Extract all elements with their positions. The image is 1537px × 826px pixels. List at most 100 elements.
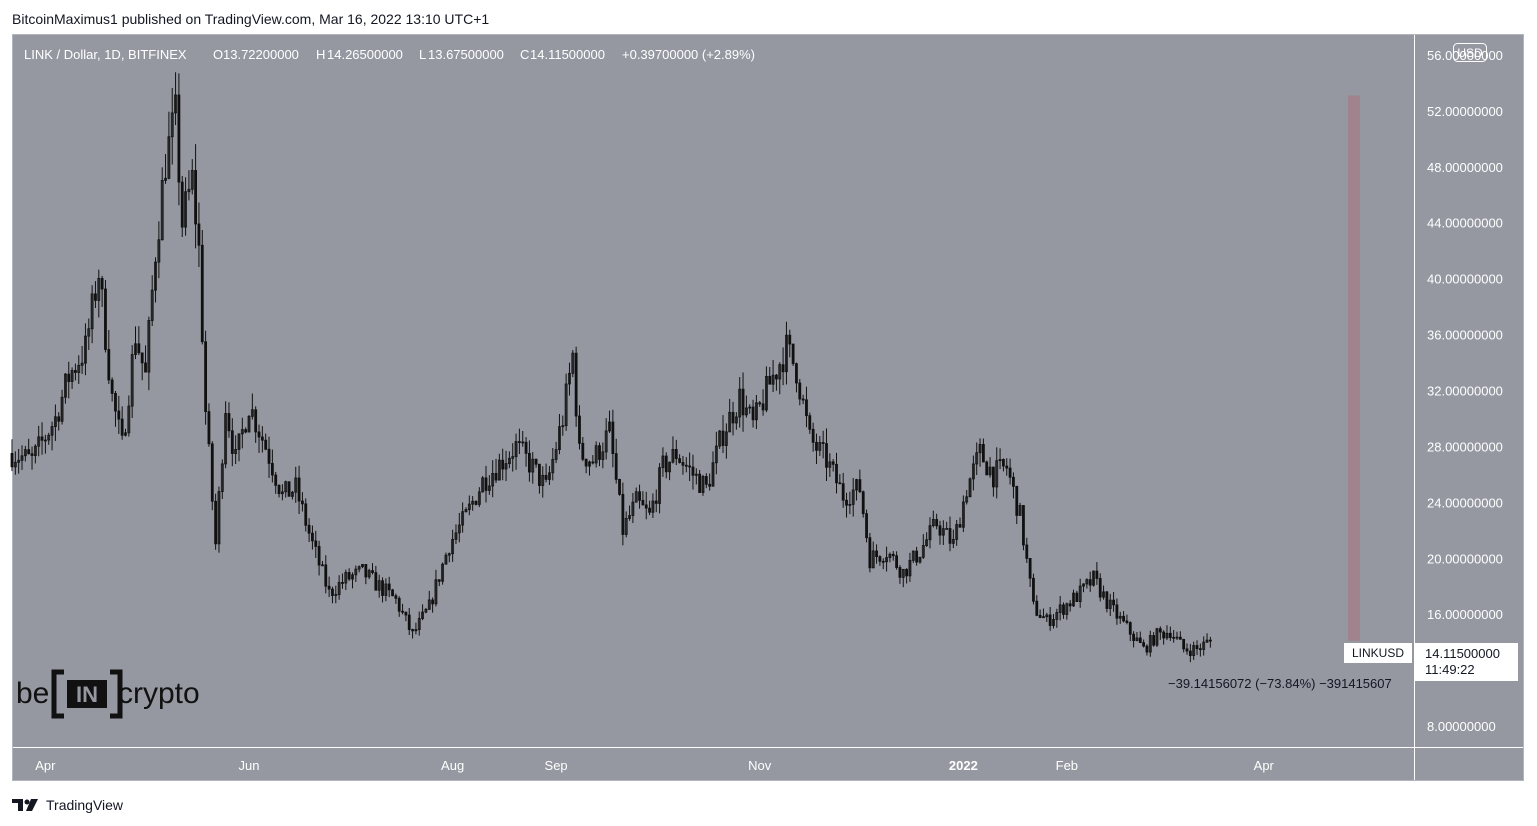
candle-body — [337, 582, 341, 595]
candle-body — [1188, 650, 1192, 656]
low-value: 13.67500000 — [428, 47, 504, 62]
publisher-line: BitcoinMaximus1 published on TradingView… — [12, 11, 490, 27]
candle-body — [47, 434, 51, 441]
time-tick-label: Apr — [35, 758, 56, 773]
candle-body — [247, 415, 251, 433]
price-axis-labels: 56.00000000 52.00000000 48.00000000 44.0000… — [1427, 48, 1503, 734]
candle-body — [671, 449, 675, 463]
close-label: C — [520, 47, 529, 62]
candle-body — [414, 629, 418, 632]
candle-body — [351, 574, 354, 580]
candle-body — [995, 460, 999, 488]
candle-body — [805, 399, 808, 417]
candle-body — [701, 476, 705, 493]
candle-body — [1202, 641, 1206, 650]
candle-body — [467, 503, 471, 510]
candle-body — [601, 451, 605, 460]
candle-body — [1035, 600, 1039, 616]
candle-body — [1098, 578, 1102, 598]
chart-pane[interactable] — [12, 34, 1414, 747]
candle-body — [1122, 615, 1125, 622]
candle-body — [574, 352, 578, 417]
candle-body — [267, 448, 271, 464]
candle-body — [504, 463, 508, 470]
candle-body — [698, 473, 702, 493]
candle-body — [501, 459, 505, 470]
watermark-in-box — [67, 680, 107, 708]
candle-body — [778, 364, 782, 380]
candle-body — [1015, 485, 1019, 516]
candle-body — [658, 467, 661, 504]
candle-body — [1208, 639, 1212, 642]
candle-body — [170, 112, 174, 138]
candle-body — [80, 362, 84, 366]
candle-body — [528, 452, 531, 473]
candle-body — [614, 453, 618, 480]
candle-body — [1028, 558, 1032, 579]
last-price-tag — [1415, 643, 1518, 681]
footer[interactable]: TradingView — [12, 794, 123, 816]
candle-body — [397, 597, 401, 612]
time-tick-label: 2022 — [949, 758, 978, 773]
candle-body — [317, 546, 321, 566]
candle-body — [331, 588, 334, 596]
candle-body — [1072, 592, 1075, 607]
candle-body — [721, 430, 725, 446]
candle-body — [931, 519, 935, 527]
candle-body — [795, 363, 798, 384]
candle-body — [955, 524, 959, 540]
candle-body — [808, 415, 812, 430]
candle-body — [1102, 591, 1105, 598]
price-tick-label: 24.00000000 — [1427, 495, 1503, 510]
candle-body — [124, 432, 127, 436]
candle-body — [477, 491, 481, 505]
candle-body — [70, 370, 74, 382]
candle-body — [280, 491, 284, 495]
candle-body — [704, 476, 708, 485]
candle-body — [110, 379, 114, 394]
candle-body — [220, 463, 224, 492]
candle-body — [631, 501, 635, 516]
candle-body — [451, 538, 455, 555]
candle-body — [978, 444, 982, 454]
candle-body — [718, 430, 722, 447]
candle-body — [1002, 459, 1005, 467]
candle-body — [324, 564, 328, 587]
candle-body — [875, 550, 878, 557]
price-axis[interactable] — [1414, 34, 1524, 747]
close-value: 14.11500000 — [530, 47, 605, 62]
time-tick-label: Jun — [239, 758, 260, 773]
candle-body — [43, 439, 47, 442]
watermark-suffix: crypto — [118, 677, 200, 710]
candle-body — [1038, 614, 1042, 618]
candle-body — [1065, 603, 1069, 615]
candle-body — [1115, 604, 1119, 619]
candle-body — [975, 452, 979, 465]
time-axis[interactable] — [12, 747, 1524, 781]
candle-body — [911, 550, 915, 561]
candle-body — [564, 383, 568, 427]
candle-body — [277, 484, 281, 495]
candle-body — [417, 618, 421, 630]
price-tick-label: 44.00000000 — [1427, 216, 1503, 231]
candle-body — [157, 239, 161, 263]
candle-body — [554, 449, 558, 460]
countdown-value: 11:49:22 — [1425, 662, 1475, 677]
candle-body — [60, 396, 64, 422]
candle-body — [1055, 612, 1059, 620]
watermark-bracket-right-icon — [110, 669, 123, 719]
candle-body — [391, 589, 394, 597]
candle-body — [951, 539, 955, 544]
symbol-price-tag — [1344, 643, 1412, 663]
candle-body — [294, 477, 298, 493]
candle-body — [127, 405, 131, 434]
currency-label: USD — [1457, 46, 1483, 60]
currency-badge[interactable]: USD — [1453, 43, 1487, 62]
candle-body — [1005, 465, 1009, 469]
candle-body — [287, 481, 291, 497]
candle-body — [788, 334, 792, 345]
candle-body — [167, 136, 171, 179]
candle-body — [107, 349, 111, 381]
candle-body — [1155, 628, 1159, 646]
